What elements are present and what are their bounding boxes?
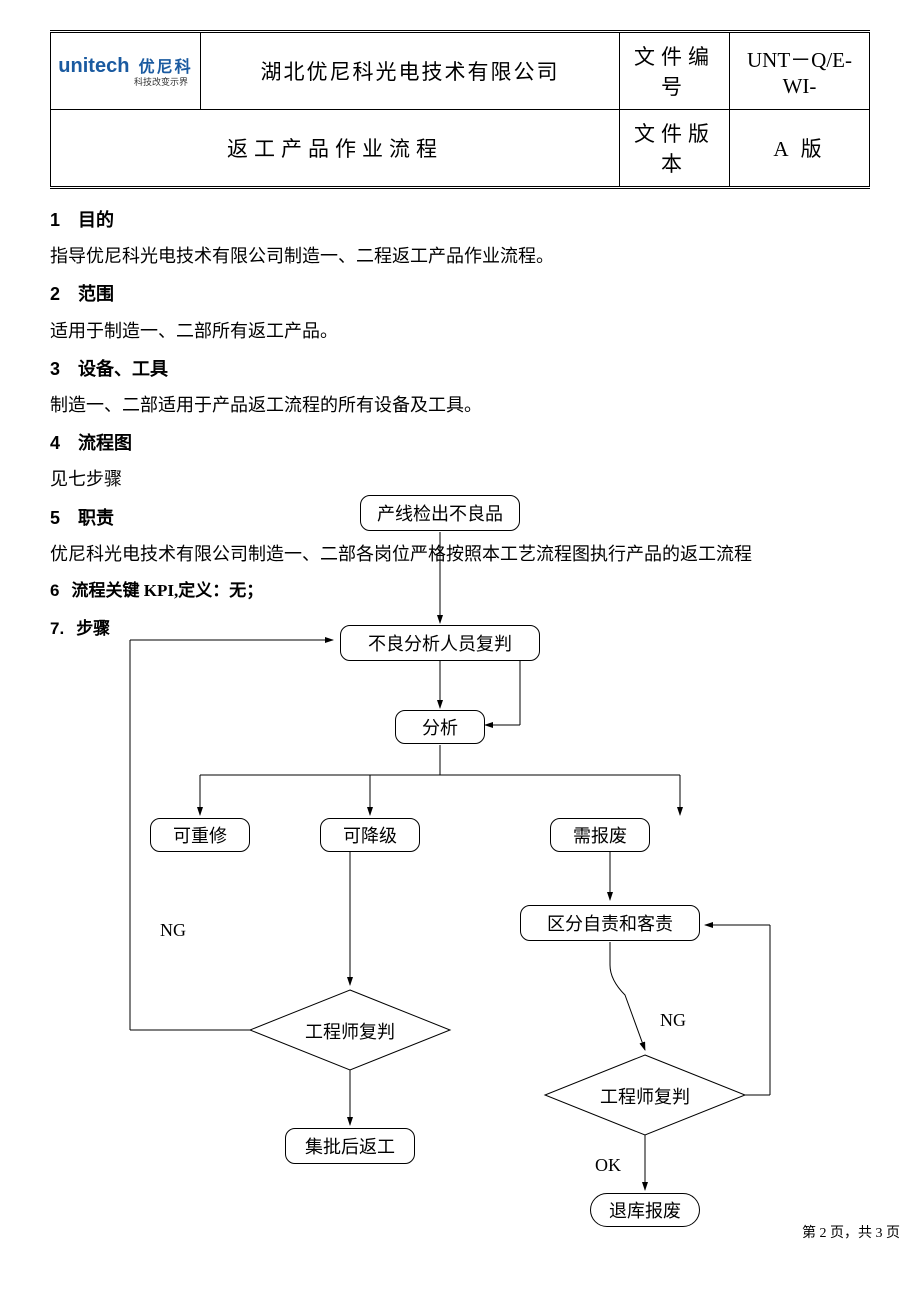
logo-latin: unitech	[58, 55, 129, 77]
flow-node-eng2: 工程师复判	[600, 1083, 690, 1109]
flow-node-start: 产线检出不良品	[360, 495, 520, 531]
flowchart-connectors	[50, 490, 870, 1270]
flow-node-scrap: 需报废	[550, 818, 650, 852]
doc-no-label: 文件编号	[620, 32, 730, 110]
version-value: A 版	[730, 110, 870, 188]
flow-node-distinguish: 区分自责和客责	[520, 905, 700, 941]
flow-node-eng1: 工程师复判	[305, 1018, 395, 1044]
section-3-head: 3设备、工具	[50, 352, 870, 386]
doc-title: 返工产品作业流程	[51, 110, 620, 188]
logo: unitech 优尼科 科技改变示界	[55, 55, 196, 87]
document-header-table: unitech 优尼科 科技改变示界 湖北优尼科光电技术有限公司 文件编号 UN…	[50, 30, 870, 189]
section-2-head: 2范围	[50, 277, 870, 311]
logo-tagline: 科技改变示界	[134, 78, 188, 87]
flow-node-repair: 可重修	[150, 818, 250, 852]
logo-cn: 优尼科	[139, 59, 193, 76]
section-3-body: 制造一、二部适用于产品返工流程的所有设备及工具。	[50, 388, 870, 422]
flow-label-ng1: NG	[160, 920, 186, 941]
flow-node-analyze: 分析	[395, 710, 485, 744]
flow-label-ok: OK	[595, 1155, 621, 1176]
flow-node-rejudge: 不良分析人员复判	[340, 625, 540, 661]
flow-node-batch: 集批后返工	[285, 1128, 415, 1164]
flowchart: 产线检出不良品 不良分析人员复判 分析 可重修 可降级 需报废 区分自责和客责 …	[50, 490, 870, 1270]
section-4-head: 4流程图	[50, 426, 870, 460]
doc-no-value: UNT－Q/E-WI-	[730, 32, 870, 110]
version-label: 文件版本	[620, 110, 730, 188]
page-footer: 第 2 页，共 3 页	[802, 1222, 900, 1242]
flow-node-return: 退库报废	[590, 1193, 700, 1227]
section-1-head: 1目的	[50, 203, 870, 237]
flow-label-ng2: NG	[660, 1010, 686, 1031]
logo-cell: unitech 优尼科 科技改变示界	[51, 32, 201, 110]
company-name: 湖北优尼科光电技术有限公司	[201, 32, 620, 110]
section-1-body: 指导优尼科光电技术有限公司制造一、二程返工产品作业流程。	[50, 239, 870, 273]
section-2-body: 适用于制造一、二部所有返工产品。	[50, 314, 870, 348]
flow-node-downgrade: 可降级	[320, 818, 420, 852]
